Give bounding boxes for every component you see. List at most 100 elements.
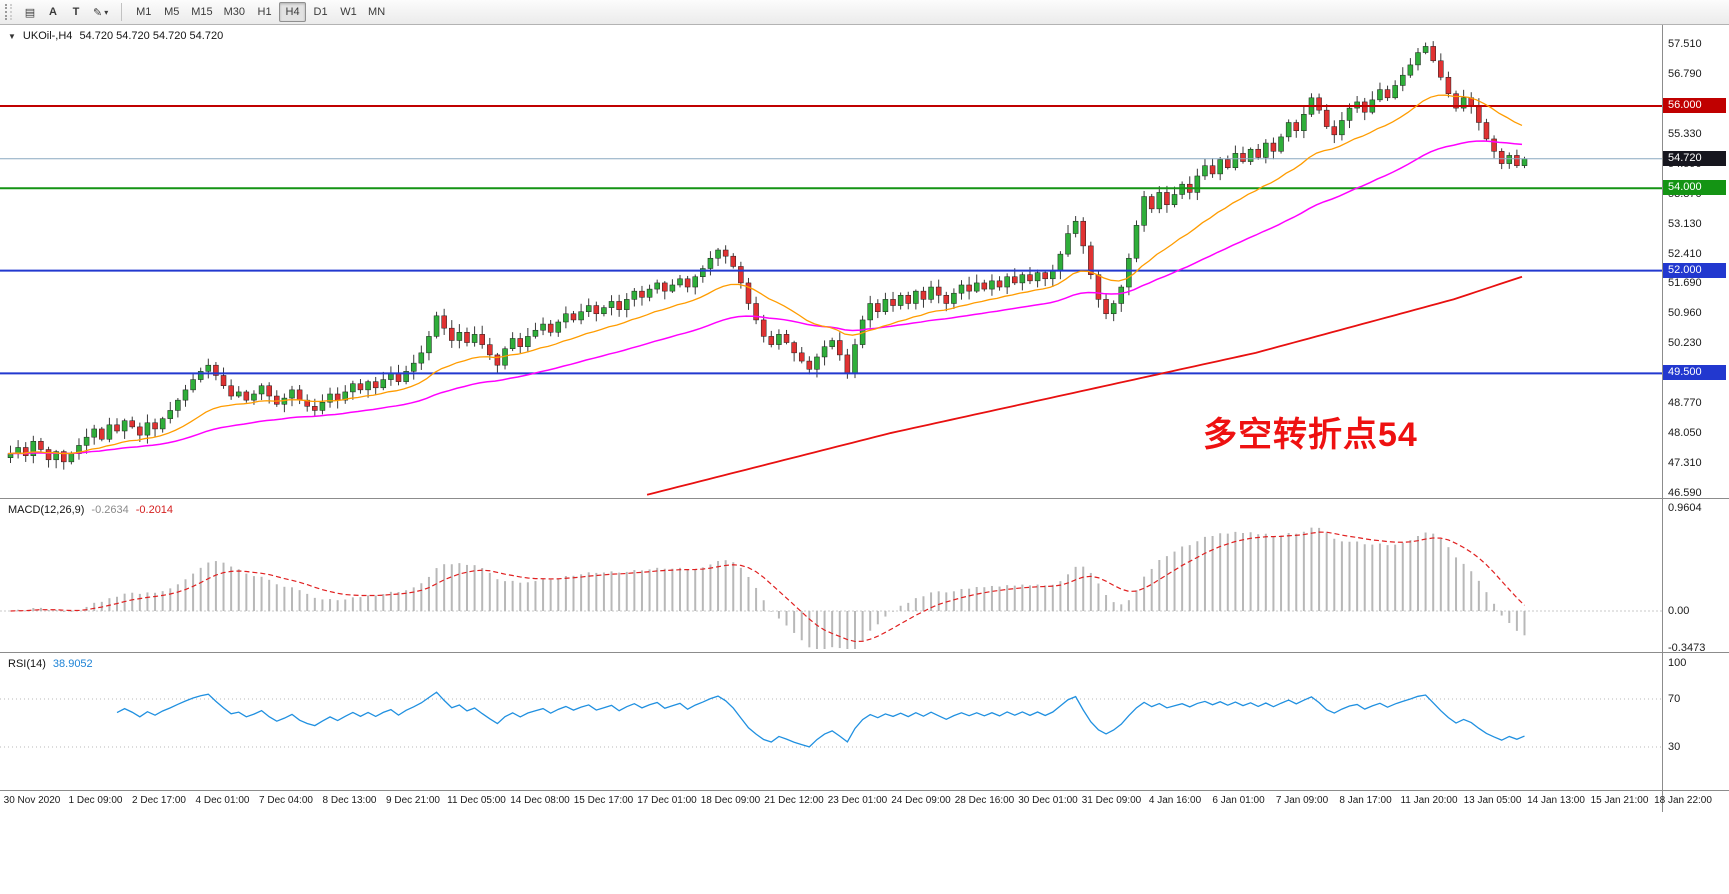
candle-body: [220, 375, 227, 387]
candle-body: [806, 360, 813, 370]
arrow-tool-button[interactable]: A: [49, 6, 57, 18]
macd-scale-tick: 0.9604: [1668, 501, 1702, 514]
candle-body: [525, 336, 531, 347]
timeframe-button-h4[interactable]: H4: [279, 2, 307, 22]
timeframe-button-d1[interactable]: D1: [313, 6, 328, 18]
rsi-name: RSI(14): [8, 658, 46, 670]
candle-body: [1323, 109, 1330, 127]
price-tick: 53.130: [1668, 218, 1702, 231]
time-axis-label: 30 Nov 2020: [3, 795, 61, 806]
macd-panel-canvas[interactable]: [0, 500, 1729, 652]
price-tick: 50.960: [1668, 307, 1702, 320]
candle-body: [289, 389, 295, 399]
candle-body: [1255, 148, 1261, 158]
candle-body: [38, 441, 44, 450]
price-tick: 48.770: [1668, 397, 1702, 410]
candle-body: [867, 303, 873, 321]
candle-body: [327, 393, 333, 403]
time-axis-label: 14 Dec 08:00: [510, 795, 570, 806]
candle-body: [1278, 136, 1284, 152]
text-tool-button[interactable]: T: [72, 6, 80, 18]
candle-body: [1263, 142, 1269, 158]
time-axis-label: 4 Jan 16:00: [1148, 795, 1202, 806]
panel-divider[interactable]: [0, 498, 1729, 499]
price-tick: 46.590: [1668, 487, 1702, 500]
candle-body: [1202, 165, 1208, 177]
candle-body: [319, 401, 326, 411]
candle-body: [464, 332, 470, 343]
candle-body: [167, 410, 174, 419]
candle-body: [996, 280, 1003, 288]
color-tool-button[interactable]: ✎ ▾: [93, 6, 109, 19]
timeframe-button-m5[interactable]: M5: [164, 6, 180, 18]
macd-signal-line: [10, 531, 1525, 643]
rsi-value: 38.9052: [52, 658, 93, 670]
timeframe-button-m15[interactable]: M15: [191, 6, 213, 18]
candle-body: [890, 299, 896, 306]
timeframe-button-m1[interactable]: M1: [136, 6, 152, 18]
candle-body: [106, 424, 113, 440]
macd-name: MACD(12,26,9): [8, 504, 85, 516]
candle-body: [760, 319, 767, 337]
candle-body: [350, 383, 356, 393]
candle-body: [684, 278, 691, 288]
candle-body: [1339, 120, 1345, 136]
time-axis-label: 4 Dec 01:00: [195, 795, 250, 806]
timeframe-button-w1[interactable]: W1: [340, 6, 357, 18]
candle-body: [487, 344, 493, 356]
candle-body: [1164, 192, 1170, 206]
candle-body: [1110, 303, 1117, 315]
candle-body: [197, 371, 204, 380]
price-tick: 48.050: [1668, 427, 1702, 440]
panel-divider[interactable]: [0, 652, 1729, 653]
candle-body: [1004, 276, 1010, 288]
candle-body: [114, 424, 120, 432]
candle-body: [1148, 196, 1155, 210]
candle-body: [365, 381, 371, 391]
price-annotation-text: 多空转折点54: [1203, 416, 1418, 454]
candle-body: [53, 451, 59, 461]
time-axis-label: 11 Jan 20:00: [1400, 795, 1458, 806]
candle-body: [68, 453, 75, 463]
timeframe-button-h1[interactable]: H1: [257, 6, 272, 18]
candle-body: [228, 385, 234, 397]
macd-signal-value: -0.2014: [135, 504, 174, 516]
price-chart-canvas[interactable]: [0, 25, 1729, 498]
candle-body: [83, 436, 90, 446]
candle-body: [410, 362, 417, 372]
price-badge: 54.720: [1663, 150, 1726, 166]
toolbar-grip[interactable]: [5, 4, 12, 20]
candle-body: [372, 381, 379, 389]
candle-body: [730, 255, 737, 267]
candle-body: [1392, 85, 1398, 99]
timeframe-button-m30[interactable]: M30: [223, 6, 246, 18]
candle-body: [213, 364, 219, 376]
candle-body: [190, 379, 196, 391]
timeframe-button-mn[interactable]: MN: [368, 6, 386, 18]
candle-body: [251, 393, 257, 401]
collapse-arrow-icon[interactable]: ▼: [8, 31, 16, 41]
candle-body: [243, 391, 250, 401]
toolbar: ▤ A T ✎ ▾ M1 M5 M15 M30 H1 H4 D1 W1 MN: [0, 0, 1729, 25]
price-badge: 56.000: [1663, 98, 1726, 114]
candle-body: [738, 266, 744, 284]
candle-body: [1171, 194, 1178, 206]
windows-layout-icon[interactable]: ▤: [24, 6, 36, 19]
price-badge: 52.000: [1663, 262, 1726, 278]
candle-body: [616, 301, 622, 310]
candle-body: [624, 299, 630, 310]
candle-body: [532, 329, 539, 337]
rsi-scale-tick: 30: [1668, 741, 1681, 753]
candle-body: [1445, 76, 1452, 94]
candle-body: [776, 334, 782, 345]
time-axis-label: 31 Dec 09:00: [1081, 795, 1142, 806]
candle-body: [205, 364, 212, 372]
rsi-scale-tick: 100: [1668, 657, 1687, 669]
candle-body: [1422, 46, 1429, 53]
candle-body: [654, 282, 660, 290]
candle-body: [1354, 101, 1360, 109]
rsi-panel-canvas[interactable]: [0, 654, 1729, 790]
candle-body: [935, 286, 942, 296]
candle-body: [1126, 257, 1132, 288]
candle-body: [563, 313, 569, 323]
